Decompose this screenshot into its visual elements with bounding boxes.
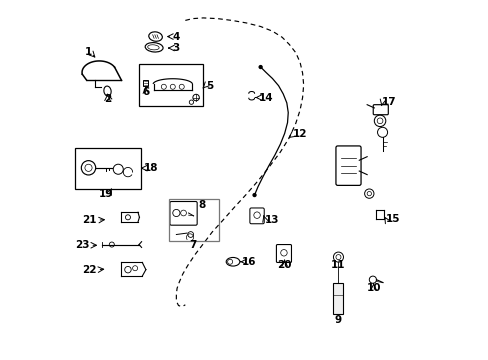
Text: 15: 15 [386, 215, 400, 224]
Text: 16: 16 [241, 257, 256, 267]
Text: 12: 12 [292, 129, 307, 139]
Text: 18: 18 [143, 163, 158, 173]
Text: 8: 8 [198, 200, 204, 210]
Text: 19: 19 [99, 189, 113, 199]
Bar [143, 80, 148, 86]
Text: 17: 17 [381, 97, 395, 107]
Bar [169, 199, 218, 241]
Text: 13: 13 [265, 215, 279, 225]
Text: 21: 21 [82, 215, 97, 225]
Text: 20: 20 [277, 260, 291, 270]
Text: 9: 9 [334, 315, 341, 325]
Text: 6: 6 [142, 87, 149, 97]
Bar [139, 64, 203, 107]
Text: 7: 7 [189, 240, 197, 250]
Text: 14: 14 [258, 93, 273, 103]
Text: 3: 3 [172, 43, 180, 53]
Text: 4: 4 [172, 32, 180, 41]
Text: 2: 2 [103, 94, 111, 104]
Text: 23: 23 [75, 240, 89, 250]
Text: 5: 5 [206, 81, 213, 91]
Circle shape [252, 193, 256, 197]
Text: 1: 1 [85, 46, 92, 57]
Text: 11: 11 [330, 260, 345, 270]
Text: 22: 22 [82, 265, 97, 275]
Text: 10: 10 [366, 283, 380, 293]
Bar [333, 283, 343, 315]
Bar [75, 148, 140, 189]
Circle shape [258, 65, 262, 69]
